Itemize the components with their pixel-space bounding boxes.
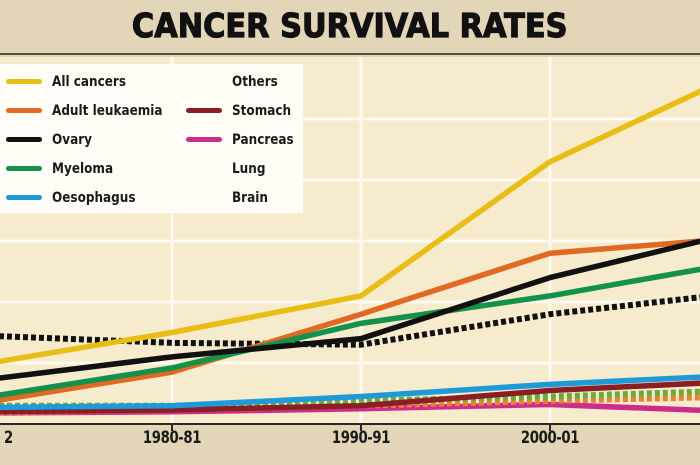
legend-label: Myeloma — [52, 160, 114, 177]
series-lines — [0, 88, 700, 416]
series-line-oesophagus — [0, 374, 700, 411]
legend-item-myeloma: Myeloma — [6, 154, 181, 183]
legend-label: Lung — [232, 160, 266, 177]
x-tick-label: 1980-81 — [142, 428, 202, 448]
x-tick-label: 2000-01 — [520, 428, 580, 448]
chart-title: CANCER SURVIVAL RATES — [132, 5, 569, 45]
x-tick-label: 1990-91 — [331, 428, 391, 448]
legend-swatch-adult-leukaemia — [6, 108, 42, 113]
legend-swatch-ovary — [6, 137, 42, 142]
legend-label: Ovary — [52, 131, 93, 148]
series-line-others — [0, 294, 700, 348]
legend-swatch-others — [186, 79, 222, 84]
legend-item-pancreas: Pancreas — [186, 125, 304, 154]
series-line-brain — [0, 388, 700, 409]
legend-item-oesophagus: Oesophagus — [6, 183, 181, 212]
legend-swatch-all-cancers — [6, 79, 42, 84]
legend-item-all-cancers: All cancers — [6, 67, 181, 96]
series-line-adult-leukaemia — [0, 238, 700, 403]
legend-swatch-pancreas — [186, 137, 222, 142]
legend-item-stomach: Stomach — [186, 96, 304, 125]
legend-swatch-lung — [186, 166, 222, 171]
chart-header: CANCER SURVIVAL RATES — [0, 0, 700, 55]
legend-label: Stomach — [232, 102, 292, 119]
x-axis-ticks — [171, 424, 551, 431]
legend-column-1: All cancers Adult leukaemia Ovary Myelom… — [6, 67, 181, 212]
legend-item-lung: Lung — [186, 154, 304, 183]
legend-swatch-myeloma — [6, 166, 42, 171]
series-line-stomach — [0, 380, 700, 415]
x-tick-label: 2 — [4, 428, 13, 448]
legend-item-ovary: Ovary — [6, 125, 181, 154]
legend-swatch-stomach — [186, 108, 222, 113]
legend-item-brain: Brain — [186, 183, 304, 212]
legend-swatch-brain — [186, 195, 222, 200]
legend: All cancers Adult leukaemia Ovary Myelom… — [0, 64, 303, 213]
series-line-all-cancers — [0, 88, 700, 365]
legend-label: Brain — [232, 189, 268, 206]
legend-column-2: Others Stomach Pancreas Lung Brain — [186, 67, 304, 212]
legend-label: Pancreas — [232, 131, 294, 148]
legend-label: Oesophagus — [52, 189, 136, 206]
legend-swatch-oesophagus — [6, 195, 42, 200]
legend-item-adult-leukaemia: Adult leukaemia — [6, 96, 181, 125]
series-line-myeloma — [0, 266, 700, 398]
legend-label: All cancers — [52, 73, 127, 90]
legend-label: Others — [232, 73, 278, 90]
legend-item-others: Others — [186, 67, 304, 96]
legend-label: Adult leukaemia — [52, 102, 163, 119]
series-line-ovary — [0, 238, 700, 381]
